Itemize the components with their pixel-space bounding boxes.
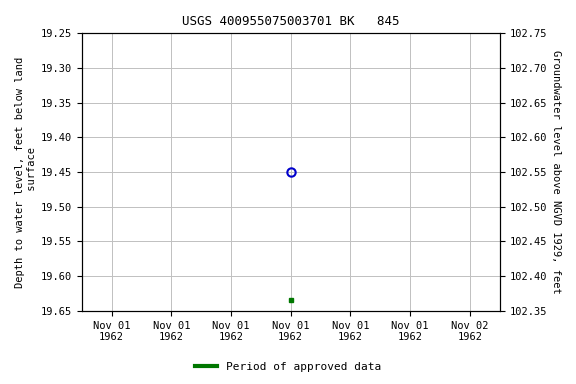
Legend: Period of approved data: Period of approved data <box>191 358 385 377</box>
Y-axis label: Depth to water level, feet below land
 surface: Depth to water level, feet below land su… <box>15 56 37 288</box>
Y-axis label: Groundwater level above NGVD 1929, feet: Groundwater level above NGVD 1929, feet <box>551 50 561 294</box>
Title: USGS 400955075003701 BK   845: USGS 400955075003701 BK 845 <box>182 15 399 28</box>
